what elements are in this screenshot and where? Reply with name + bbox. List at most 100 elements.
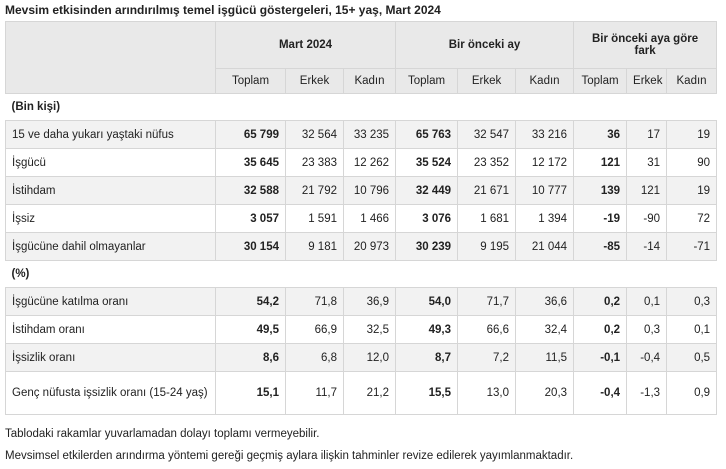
- cell: 11,7: [285, 371, 344, 415]
- cell: 21,2: [342, 371, 397, 415]
- cell: 54,2: [215, 287, 286, 316]
- data-table: Mart 2024 Bir önceki ay Bir önceki aya gör…: [5, 21, 718, 415]
- cell: 9 181: [285, 232, 344, 261]
- cell: 3 076: [395, 204, 459, 233]
- subheader: Toplam: [395, 68, 459, 94]
- cell: 90: [666, 148, 718, 177]
- cell: 66,6: [457, 315, 517, 344]
- data-row: İstihdam 32 588 21 792 10 796 32 449 21 671 10…: [5, 176, 718, 205]
- cell: 0,9: [666, 371, 718, 415]
- section-row: (Bin kişi): [5, 93, 717, 121]
- subheader: Kadın: [515, 68, 575, 94]
- cell: 3 057: [215, 204, 286, 233]
- cell: 49,3: [395, 315, 459, 344]
- cell: 32,5: [342, 315, 397, 344]
- subheader-row: Toplam Erkek Kadın Toplam Erkek Kadın Toplam Er…: [6, 68, 718, 94]
- cell: 1 591: [285, 204, 344, 233]
- cell: 19: [666, 176, 718, 205]
- cell: 32 564: [285, 120, 344, 149]
- cell: 20 973: [342, 232, 397, 261]
- cell: 66,9: [285, 315, 344, 344]
- cell: 10 796: [342, 176, 397, 205]
- cell: -1,3: [626, 371, 668, 415]
- cell: 21 044: [515, 232, 575, 261]
- cell: 31: [626, 148, 668, 177]
- cell: 0,1: [666, 315, 718, 344]
- cell: -71: [666, 232, 718, 261]
- cell: 32 449: [395, 176, 459, 205]
- data-row: İşgücü 35 645 23 383 12 262 35 524 23 352 12 1…: [5, 148, 718, 177]
- cell: 1 466: [342, 204, 397, 233]
- cell: 23 352: [457, 148, 517, 177]
- cell: 12 172: [515, 148, 575, 177]
- cell: 15,1: [215, 371, 286, 415]
- cell: -19: [573, 204, 628, 233]
- row-label: 15 ve daha yukarı yaştaki nüfus: [5, 120, 216, 149]
- cell: 7,2: [457, 343, 517, 372]
- cell: -14: [626, 232, 668, 261]
- cell: 15,5: [395, 371, 459, 415]
- row-label: İşsiz: [5, 204, 216, 233]
- cell: 6,8: [285, 343, 344, 372]
- row-label: İşgücüne katılma oranı: [5, 287, 216, 316]
- note: Tablodaki rakamlar yuvarlamadan dolayı t…: [5, 428, 320, 440]
- cell: 13,0: [457, 371, 517, 415]
- data-row: İşsizlik oranı 8,6 6,8 12,0 8,7 7,2 11,5 -0,1 -0…: [5, 343, 718, 372]
- data-row: Genç nüfusta işsizlik oranı (15-24 yaş) 1…: [5, 371, 718, 415]
- subheader: Erkek: [626, 68, 668, 94]
- subheader: Erkek: [285, 68, 344, 94]
- data-row: 15 ve daha yukarı yaştaki nüfus 65 799 32 …: [5, 120, 718, 149]
- cell: -85: [573, 232, 628, 261]
- section-label: (%): [5, 260, 717, 288]
- cell: 71,7: [457, 287, 517, 316]
- row-label: Genç nüfusta işsizlik oranı (15-24 yaş): [5, 371, 216, 415]
- cell: 35 524: [395, 148, 459, 177]
- row-label: İstihdam oranı: [5, 315, 216, 344]
- cell: -0,4: [626, 343, 668, 372]
- row-label: İşgücüne dahil olmayanlar: [5, 232, 216, 261]
- cell: 32,4: [515, 315, 575, 344]
- data-row: İşgücüne katılma oranı 54,2 71,8 36,9 54,0 71…: [5, 287, 718, 316]
- group-header: Mart 2024: [214, 21, 397, 69]
- cell: 0,3: [626, 315, 668, 344]
- note: Mevsimsel etkilerden arındırma yöntemi g…: [5, 450, 574, 462]
- data-row: İşgücüne dahil olmayanlar 30 154 9 181 20 9…: [5, 232, 718, 261]
- row-label: İşsizlik oranı: [5, 343, 216, 372]
- cell: 12 262: [342, 148, 397, 177]
- cell: 30 154: [215, 232, 286, 261]
- table-title: Mevsim etkisinden arındırılmış temel işg…: [5, 3, 441, 17]
- cell: 20,3: [515, 371, 575, 415]
- cell: 33 235: [342, 120, 397, 149]
- subheader: Kadın: [342, 68, 397, 94]
- cell: 33 216: [515, 120, 575, 149]
- cell: 121: [626, 176, 668, 205]
- cell: 49,5: [215, 315, 286, 344]
- data-row: İstihdam oranı 49,5 66,9 32,5 49,3 66,6 32,4 0,…: [5, 315, 718, 344]
- cell: 11,5: [515, 343, 575, 372]
- cell: 0,2: [573, 315, 628, 344]
- cell: 36,6: [515, 287, 575, 316]
- cell: 21 671: [457, 176, 517, 205]
- row-label: İstihdam: [5, 176, 216, 205]
- group-header: Bir önceki aya göre fark: [573, 21, 718, 69]
- cell: 8,7: [395, 343, 459, 372]
- cell: 19: [666, 120, 718, 149]
- cell: 71,8: [285, 287, 344, 316]
- cell: -0,1: [573, 343, 628, 372]
- cell: 17: [626, 120, 668, 149]
- cell: 23 383: [285, 148, 344, 177]
- cell: 0,5: [666, 343, 718, 372]
- cell: 72: [666, 204, 718, 233]
- cell: 36,9: [342, 287, 397, 316]
- cell: 9 195: [457, 232, 517, 261]
- cell: 0,1: [626, 287, 668, 316]
- subheader: Kadın: [666, 68, 718, 94]
- cell: 65 799: [215, 120, 286, 149]
- cell: 0,2: [573, 287, 628, 316]
- group-header: Bir önceki ay: [395, 21, 575, 69]
- cell: 21 792: [285, 176, 344, 205]
- cell: 139: [573, 176, 628, 205]
- cell: 54,0: [395, 287, 459, 316]
- subheader: Toplam: [573, 68, 628, 94]
